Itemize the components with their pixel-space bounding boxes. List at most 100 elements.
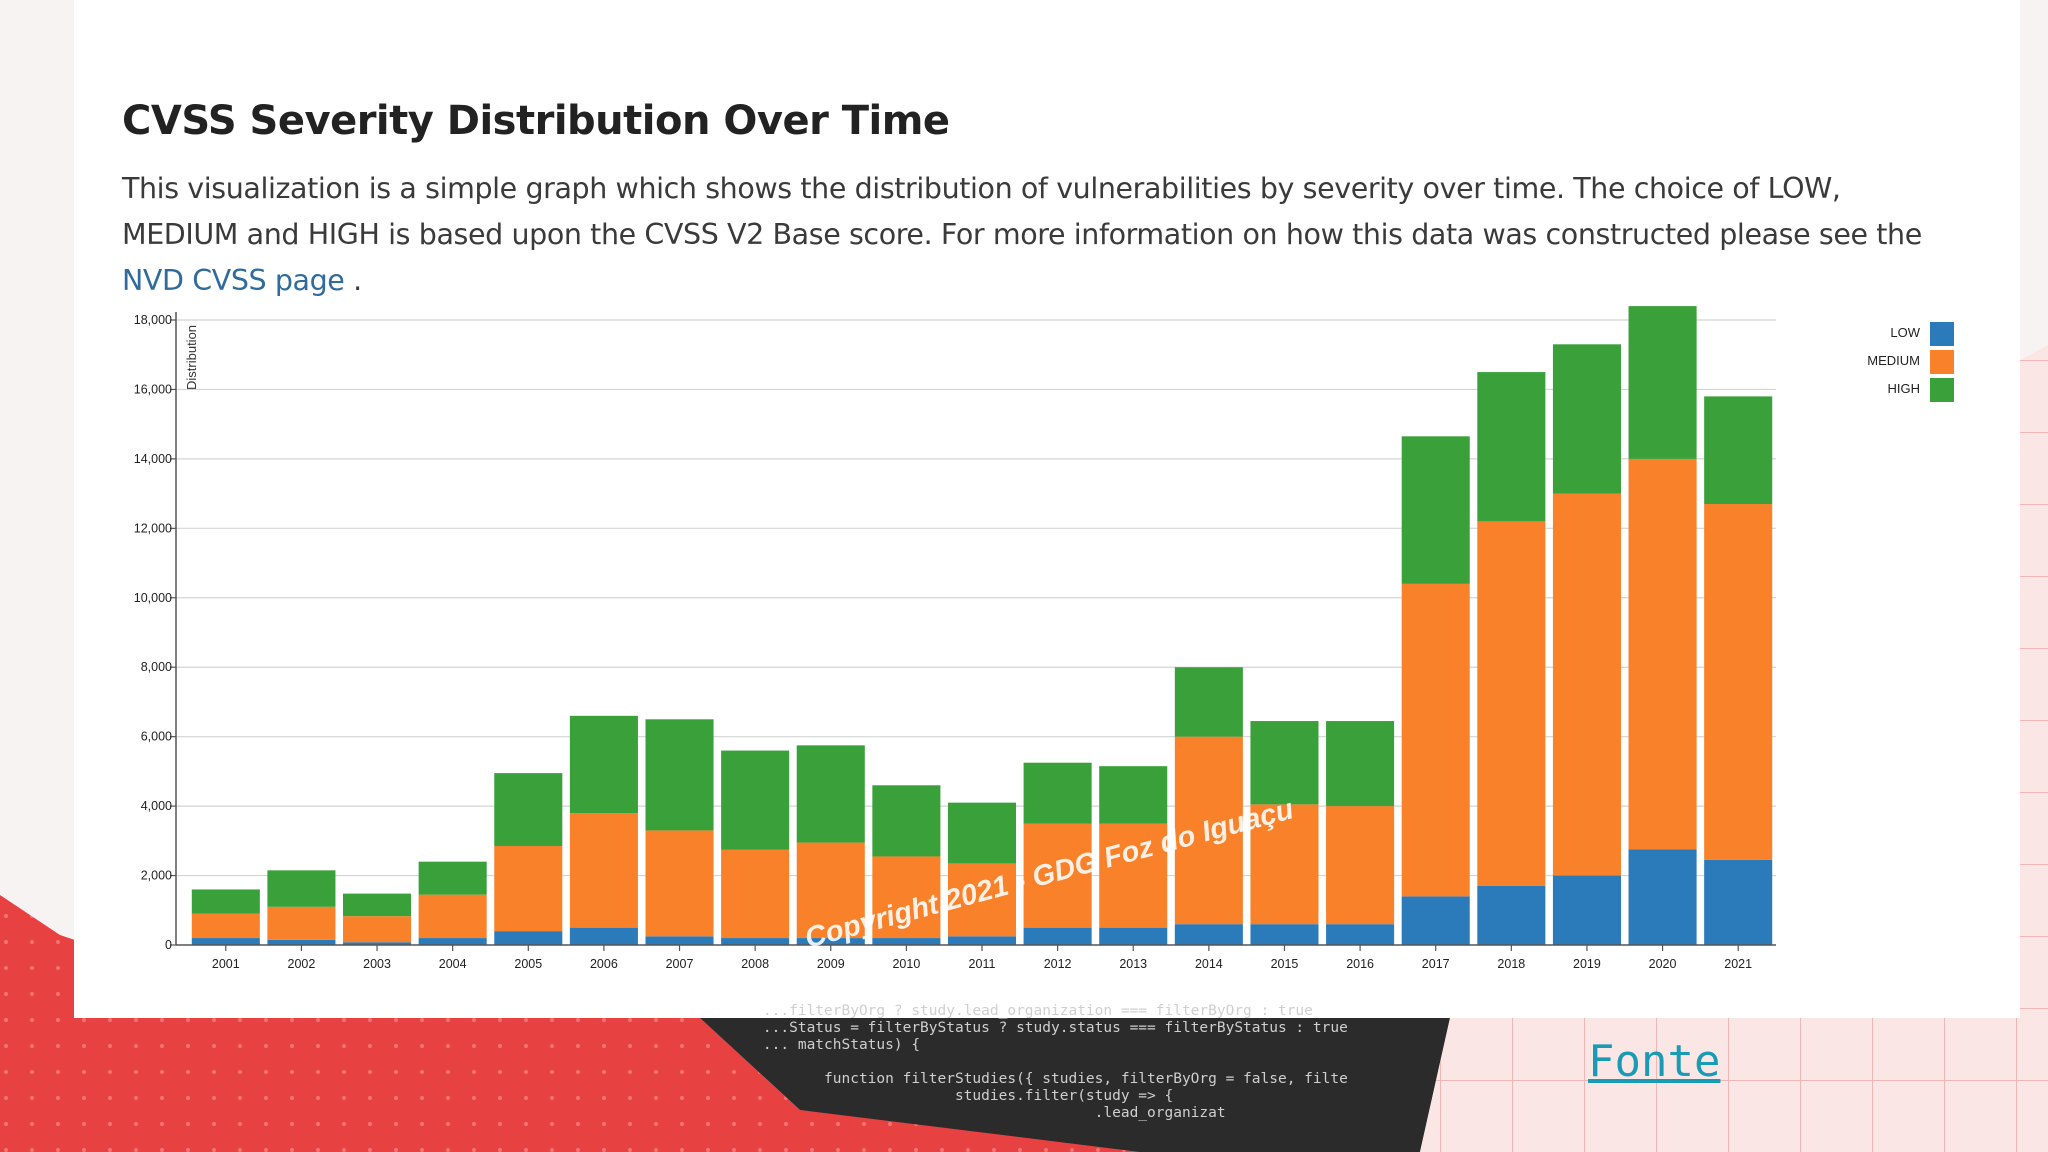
page-title: CVSS Severity Distribution Over Time [122, 98, 950, 144]
bar-high-2021 [1704, 396, 1773, 505]
bar-low-2010 [872, 938, 941, 945]
x-axis-ticks: 2001 2002 2003 2004 2005 2006 2007 2008 2009 2010… [212, 945, 1752, 971]
background-code-panel [700, 1018, 1450, 1152]
x-tick-label: 2005 [514, 957, 542, 971]
bars [191, 306, 1773, 945]
y-tick-label: 4,000 [141, 799, 172, 813]
bar-low-2009 [796, 938, 865, 945]
y-tick-label: 14,000 [134, 452, 172, 466]
bar-high-2005 [494, 773, 563, 847]
legend-label-low: LOW [1890, 325, 1920, 340]
x-tick-label: 2006 [590, 957, 618, 971]
bar-medium-2008 [721, 849, 790, 939]
bar-medium-2018 [1477, 521, 1546, 886]
y-tick-label: 12,000 [134, 521, 172, 535]
x-tick-label: 2013 [1119, 957, 1147, 971]
bar-low-2020 [1628, 849, 1697, 945]
x-tick-label: 2007 [666, 957, 694, 971]
bar-high-2018 [1477, 372, 1546, 522]
bar-low-2001 [191, 938, 260, 945]
bar-low-2019 [1552, 875, 1621, 945]
bar-high-2020 [1628, 306, 1697, 459]
bar-high-2006 [569, 715, 638, 814]
y-tick-label: 2,000 [141, 869, 172, 883]
x-tick-label: 2002 [288, 957, 316, 971]
bar-high-2014 [1174, 667, 1243, 737]
bar-high-2016 [1326, 721, 1395, 807]
bar-high-2017 [1401, 436, 1470, 584]
bar-low-2005 [494, 931, 563, 945]
y-tick-label: 10,000 [134, 591, 172, 605]
legend-swatch-high [1930, 378, 1954, 402]
bar-high-2007 [645, 719, 714, 831]
y-tick-label: 18,000 [134, 313, 172, 327]
background-code-text: ...filterByOrg ? study.lead_organization… [762, 1003, 1348, 1121]
bar-high-2011 [947, 802, 1017, 864]
bar-medium-2010 [872, 856, 941, 939]
bar-high-2012 [1023, 762, 1092, 824]
x-tick-label: 2001 [212, 957, 240, 971]
bar-low-2013 [1099, 927, 1168, 945]
x-tick-label: 2010 [892, 957, 920, 971]
bar-high-2010 [872, 785, 941, 857]
y-tick-label: 16,000 [134, 382, 172, 396]
description-end: . [344, 264, 362, 297]
bar-high-2019 [1552, 344, 1621, 494]
bar-medium-2001 [191, 913, 260, 939]
x-tick-label: 2020 [1649, 957, 1677, 971]
x-tick-label: 2021 [1724, 957, 1752, 971]
description-text: This visualization is a simple graph whi… [122, 172, 1922, 251]
bar-medium-2006 [569, 813, 638, 928]
legend: LOW MEDIUM HIGH [1867, 322, 1954, 402]
bar-medium-2011 [947, 863, 1017, 937]
bar-medium-2019 [1552, 493, 1621, 876]
legend-swatch-low [1930, 322, 1954, 346]
y-axis-label: Distribution [184, 325, 199, 390]
bar-low-2011 [947, 936, 1017, 945]
bar-low-2006 [569, 927, 638, 945]
x-tick-label: 2018 [1497, 957, 1525, 971]
bar-low-2014 [1174, 924, 1243, 945]
nvd-cvss-link[interactable]: NVD CVSS page [122, 264, 345, 297]
x-tick-label: 2004 [439, 957, 467, 971]
bar-low-2012 [1023, 927, 1092, 945]
bar-medium-2003 [343, 916, 412, 943]
bar-low-2015 [1250, 924, 1319, 945]
legend-label-high: HIGH [1888, 381, 1921, 396]
bar-low-2017 [1401, 896, 1470, 945]
bar-high-2004 [418, 861, 487, 895]
bar-medium-2013 [1099, 823, 1168, 928]
bar-medium-2002 [267, 906, 336, 940]
bar-low-2002 [267, 939, 336, 945]
bar-low-2021 [1704, 859, 1773, 945]
bar-medium-2014 [1174, 736, 1243, 925]
bar-medium-2007 [645, 830, 714, 937]
x-tick-label: 2014 [1195, 957, 1223, 971]
page-description: This visualization is a simple graph whi… [122, 166, 1952, 304]
x-tick-label: 2009 [817, 957, 845, 971]
bar-medium-2015 [1250, 804, 1319, 925]
x-tick-label: 2019 [1573, 957, 1601, 971]
bar-medium-2004 [418, 894, 487, 939]
y-tick-label: 8,000 [141, 660, 172, 674]
bar-high-2002 [267, 870, 336, 907]
x-tick-label: 2015 [1271, 957, 1299, 971]
bar-high-2009 [796, 745, 865, 843]
bar-medium-2016 [1326, 806, 1395, 925]
x-tick-label: 2008 [741, 957, 769, 971]
bar-medium-2021 [1704, 504, 1773, 860]
y-axis-ticks: 0 2,000 4,000 6,000 8,000 10,000 12,000 14,000 1… [134, 313, 176, 952]
x-tick-label: 2016 [1346, 957, 1374, 971]
bar-high-2013 [1099, 766, 1168, 824]
source-link[interactable]: Fonte [1588, 1036, 1721, 1087]
x-tick-label: 2003 [363, 957, 391, 971]
legend-swatch-medium [1930, 350, 1954, 374]
bar-high-2008 [721, 750, 790, 850]
x-tick-label: 2011 [969, 957, 996, 971]
bar-medium-2005 [494, 846, 563, 932]
bar-high-2003 [343, 893, 412, 917]
bar-medium-2009 [796, 842, 865, 939]
bar-low-2016 [1326, 924, 1395, 945]
bar-medium-2020 [1628, 458, 1697, 850]
